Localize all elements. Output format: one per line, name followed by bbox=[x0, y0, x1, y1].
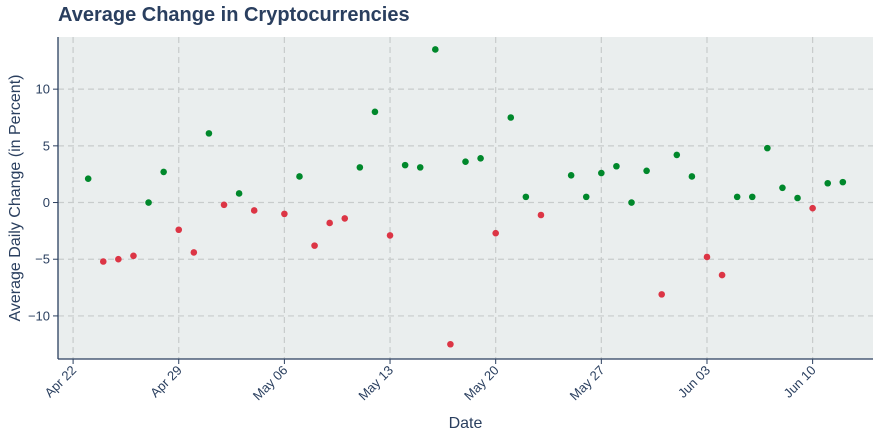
y-tick-label: 10 bbox=[36, 82, 50, 97]
x-tick-label: May 06 bbox=[250, 363, 291, 404]
x-tick-labels: Apr 22 Apr 29 May 06 May 13 May 20 May 27 Jun … bbox=[42, 363, 819, 404]
data-point bbox=[84, 175, 92, 183]
x-axis-title: Date bbox=[449, 415, 483, 432]
data-point bbox=[220, 201, 228, 209]
data-point bbox=[688, 173, 696, 180]
data-point bbox=[718, 271, 726, 279]
data-point bbox=[250, 207, 258, 214]
data-points bbox=[84, 46, 847, 348]
data-point bbox=[673, 151, 681, 159]
data-point bbox=[809, 204, 816, 212]
y-tick-labels: −10 −5 0 5 10 bbox=[28, 82, 50, 324]
data-point bbox=[311, 242, 318, 249]
y-tick-label: 0 bbox=[43, 195, 50, 210]
data-point bbox=[703, 253, 711, 261]
x-tick-label: Jun 10 bbox=[781, 363, 819, 401]
gridlines bbox=[53, 37, 873, 364]
data-point bbox=[190, 249, 198, 256]
data-point bbox=[613, 162, 620, 170]
chart-title: Average Change in Cryptocurrencies bbox=[58, 4, 410, 26]
y-tick-label: −5 bbox=[35, 252, 50, 267]
data-point bbox=[115, 255, 122, 263]
data-point bbox=[477, 155, 484, 162]
x-tick-label: Apr 29 bbox=[147, 363, 185, 401]
data-point bbox=[145, 199, 152, 206]
data-point bbox=[326, 219, 333, 227]
data-point bbox=[492, 229, 499, 237]
x-tick-label: May 27 bbox=[567, 363, 608, 404]
data-point bbox=[371, 108, 379, 116]
data-point bbox=[537, 211, 545, 219]
data-point bbox=[235, 190, 243, 197]
data-point bbox=[130, 252, 137, 260]
data-point bbox=[447, 340, 454, 348]
data-point bbox=[416, 164, 424, 171]
data-point bbox=[296, 173, 303, 180]
data-point bbox=[341, 215, 349, 222]
y-tick-label: −10 bbox=[28, 308, 50, 323]
x-tick-label: Apr 22 bbox=[42, 363, 80, 401]
data-point bbox=[794, 194, 801, 202]
data-point bbox=[205, 130, 213, 137]
x-tick-label: May 20 bbox=[461, 363, 502, 404]
axes bbox=[57, 37, 873, 360]
data-point bbox=[175, 226, 183, 234]
data-point bbox=[356, 164, 364, 171]
y-tick-label: 5 bbox=[43, 138, 50, 153]
data-point bbox=[598, 169, 605, 177]
data-point bbox=[522, 193, 530, 201]
x-tick-label: Jun 03 bbox=[675, 363, 713, 401]
data-point bbox=[733, 193, 741, 201]
data-point bbox=[764, 144, 771, 152]
data-point bbox=[779, 184, 786, 192]
data-point bbox=[643, 167, 650, 175]
data-point bbox=[386, 232, 394, 239]
data-point bbox=[462, 158, 469, 166]
data-point bbox=[839, 178, 847, 186]
data-point bbox=[160, 168, 167, 176]
data-point bbox=[281, 210, 288, 218]
x-tick-label: May 13 bbox=[355, 363, 396, 404]
data-point bbox=[658, 291, 666, 298]
data-point bbox=[748, 193, 756, 201]
data-point bbox=[99, 258, 107, 265]
data-point bbox=[567, 172, 575, 179]
data-point bbox=[824, 179, 832, 187]
data-point bbox=[628, 199, 635, 206]
data-point bbox=[432, 46, 439, 53]
data-point bbox=[582, 193, 590, 201]
data-point bbox=[507, 114, 515, 121]
y-axis-title: Average Daily Change (in Percent) bbox=[7, 75, 24, 322]
data-point bbox=[401, 161, 409, 169]
